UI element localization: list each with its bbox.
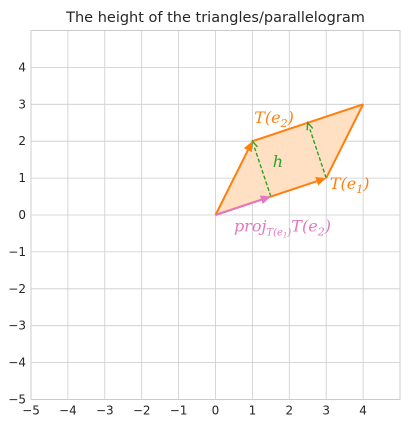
x-tick-label: 4 — [359, 404, 367, 418]
y-tick-label: 1 — [18, 171, 26, 185]
label-t-e1-close: ) — [362, 174, 369, 193]
label-projection: projT(e1)T(e2) — [234, 217, 331, 240]
x-tick-label: 1 — [249, 404, 257, 418]
label-t-e1-sub: 1 — [356, 183, 363, 196]
label-t-e2-sub: 2 — [280, 117, 288, 130]
t-e2-vector-head — [243, 141, 253, 153]
plot-frame — [30, 30, 401, 400]
label-projection-tail: T(e — [291, 217, 317, 236]
label-t-e1: T(e1) — [330, 174, 370, 196]
label-t-e1-base: T(e — [330, 174, 356, 193]
y-tick-label: −5 — [8, 393, 26, 407]
chart-title: The height of the triangles/parallelogra… — [65, 10, 365, 26]
y-tick-label: 2 — [18, 134, 26, 148]
t-e2-vector-shaft — [214, 149, 249, 216]
label-h: h — [273, 152, 283, 171]
projection-vector — [215, 195, 271, 216]
label-t-e2: T(e2) — [254, 108, 294, 130]
parallelogram-side — [325, 103, 364, 179]
label-t-e2-close: ) — [287, 108, 294, 127]
t-e2-vector — [214, 141, 253, 216]
annotations: T(e2)T(e1)projT(e1)T(e2)h — [234, 108, 370, 240]
height-line-2 — [306, 121, 327, 179]
plot-area — [214, 103, 364, 216]
x-tick-label: 2 — [285, 404, 293, 418]
y-tick-label: −1 — [8, 245, 26, 259]
label-projection-tailsub: 2 — [317, 226, 325, 239]
height-line-1-shaft — [253, 147, 272, 197]
parallelogram-fill — [215, 104, 364, 215]
y-tick-label: −2 — [8, 282, 26, 296]
y-tick-label: 3 — [18, 97, 26, 111]
x-tick-label: −3 — [96, 404, 114, 418]
label-t-e2-base: T(e — [254, 108, 280, 127]
projection-vector-head — [259, 195, 271, 204]
label-projection-subsub: 1 — [283, 232, 287, 240]
x-tick-label: 0 — [212, 404, 220, 418]
x-tick-label: −2 — [133, 404, 151, 418]
height-line-2-head — [306, 121, 314, 131]
y-tick-label: 4 — [18, 60, 26, 74]
t-e1-vector-head — [315, 176, 327, 186]
y-tick-label: 0 — [18, 208, 26, 222]
label-projection-base: proj — [234, 217, 267, 236]
y-tick-label: −4 — [8, 356, 26, 370]
x-tick-label: 3 — [322, 404, 330, 418]
x-tick-label: −5 — [22, 404, 40, 418]
tick-labels: −5 −4 −3 −2 −1 0 1 2 3 4 −5 −4 −3 −2 −1 0 1 2 3 4 — [8, 60, 367, 417]
label-projection-tailclose: ) — [324, 217, 331, 236]
x-tick-label: −4 — [59, 404, 77, 418]
y-tick-label: −3 — [8, 319, 26, 333]
x-tick-label: −1 — [170, 404, 188, 418]
projection-vector-shaft — [215, 198, 262, 216]
label-projection-sub: T(e — [266, 228, 283, 239]
label-projection-subclose: ) — [286, 228, 291, 239]
height-line-2-shaft — [309, 129, 327, 179]
